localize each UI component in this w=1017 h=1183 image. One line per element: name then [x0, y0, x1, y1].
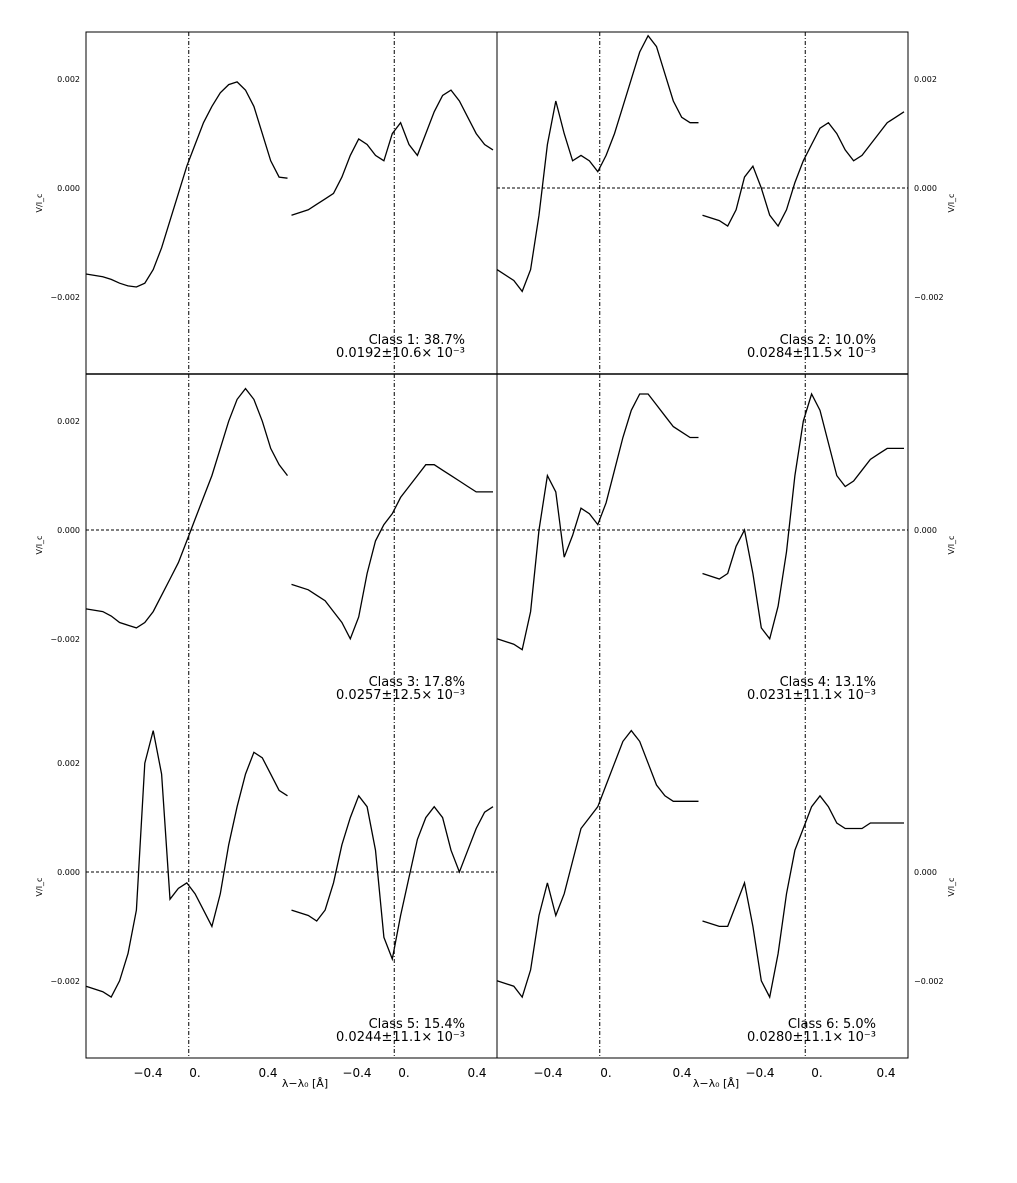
y-axis-label: V/I_c [947, 536, 956, 555]
panels-layer: 0.002 0.000 −0.002 V/I_c Class 1: 38.7%0.019… [35, 32, 956, 1058]
x-tick-label: 0.4 [467, 1066, 486, 1080]
class-stat-label: 0.0280±11.1× 10⁻³ [747, 1030, 876, 1045]
x-tick-label: −0.4 [342, 1066, 371, 1080]
y-tick-label: 0.000 [57, 184, 80, 193]
x-tick-label: 0. [398, 1066, 409, 1080]
x-axis-label-left: λ−λ₀ [Å] [282, 1077, 328, 1090]
stokes-v-profile-line [496, 393, 699, 651]
y-axis-label: V/I_c [947, 194, 956, 213]
y-tick-label: 0.002 [57, 417, 80, 426]
stokes-v-profile-line [496, 729, 699, 999]
y-tick-label: −0.002 [50, 977, 80, 986]
y-tick-label: −0.002 [50, 635, 80, 644]
y-tick-label: −0.002 [50, 293, 80, 302]
y-axis-label: V/I_c [35, 194, 44, 213]
y-tick-label: −0.002 [914, 977, 944, 986]
stokes-v-profile-line [85, 81, 288, 288]
y-tick-label: 0.002 [914, 75, 937, 84]
y-tick-label: 0.000 [57, 526, 80, 535]
x-tick-label: 0.4 [258, 1066, 277, 1080]
stokes-v-profile-line [291, 464, 493, 641]
x-tick-label: 0. [811, 1066, 822, 1080]
y-tick-label: 0.000 [914, 868, 937, 877]
class-stat-label: 0.0192±10.6× 10⁻³ [336, 346, 465, 361]
class-label: Class 5: 15.4% [369, 1017, 465, 1032]
x-tick-label: −0.4 [533, 1066, 562, 1080]
y-axis-label: V/I_c [947, 878, 956, 897]
y-tick-label: −0.002 [914, 293, 944, 302]
y-tick-label: 0.002 [57, 759, 80, 768]
stokes-v-profile-line [291, 89, 494, 216]
class-stat-label: 0.0257±12.5× 10⁻³ [336, 688, 465, 703]
stokes-v-profile-line [702, 111, 905, 228]
stokes-v-profile-line [85, 730, 288, 999]
y-axis-label: V/I_c [35, 536, 44, 555]
stokes-v-profile-line [291, 794, 494, 962]
x-tick-label: −0.4 [745, 1066, 774, 1080]
class-label: Class 4: 13.1% [780, 675, 876, 690]
class-stat-label: 0.0284±11.5× 10⁻³ [747, 346, 876, 361]
stokes-v-profile-line [702, 392, 904, 641]
x-tick-label: 0. [189, 1066, 200, 1080]
class-stat-label: 0.0244±11.1× 10⁻³ [336, 1030, 465, 1045]
x-tick-label: 0. [600, 1066, 611, 1080]
y-tick-label: 0.000 [914, 184, 937, 193]
stokes-v-profile-line [85, 387, 289, 629]
class-label: Class 6: 5.0% [788, 1017, 876, 1032]
class-label: Class 3: 17.8% [369, 675, 465, 690]
x-tick-label: −0.4 [133, 1066, 162, 1080]
class-label: Class 2: 10.0% [780, 333, 876, 348]
y-axis-label: V/I_c [35, 878, 44, 897]
class-stat-label: 0.0231±11.1× 10⁻³ [747, 688, 876, 703]
x-tick-label: 0.4 [672, 1066, 691, 1080]
y-tick-label: 0.002 [57, 75, 80, 84]
stokes-v-profile-line [496, 34, 699, 293]
class-label: Class 1: 38.7% [369, 333, 465, 348]
y-tick-label: 0.000 [914, 526, 937, 535]
stokes-v-profile-line [702, 794, 904, 1000]
x-axis-ticks: −0.4 0. 0.4 −0.4 0. 0.4 −0.4 0. 0.4 −0.4… [133, 1066, 895, 1080]
x-axis-label-right: λ−λ₀ [Å] [693, 1077, 739, 1090]
y-tick-label: 0.000 [57, 868, 80, 877]
x-tick-label: 0.4 [876, 1066, 895, 1080]
